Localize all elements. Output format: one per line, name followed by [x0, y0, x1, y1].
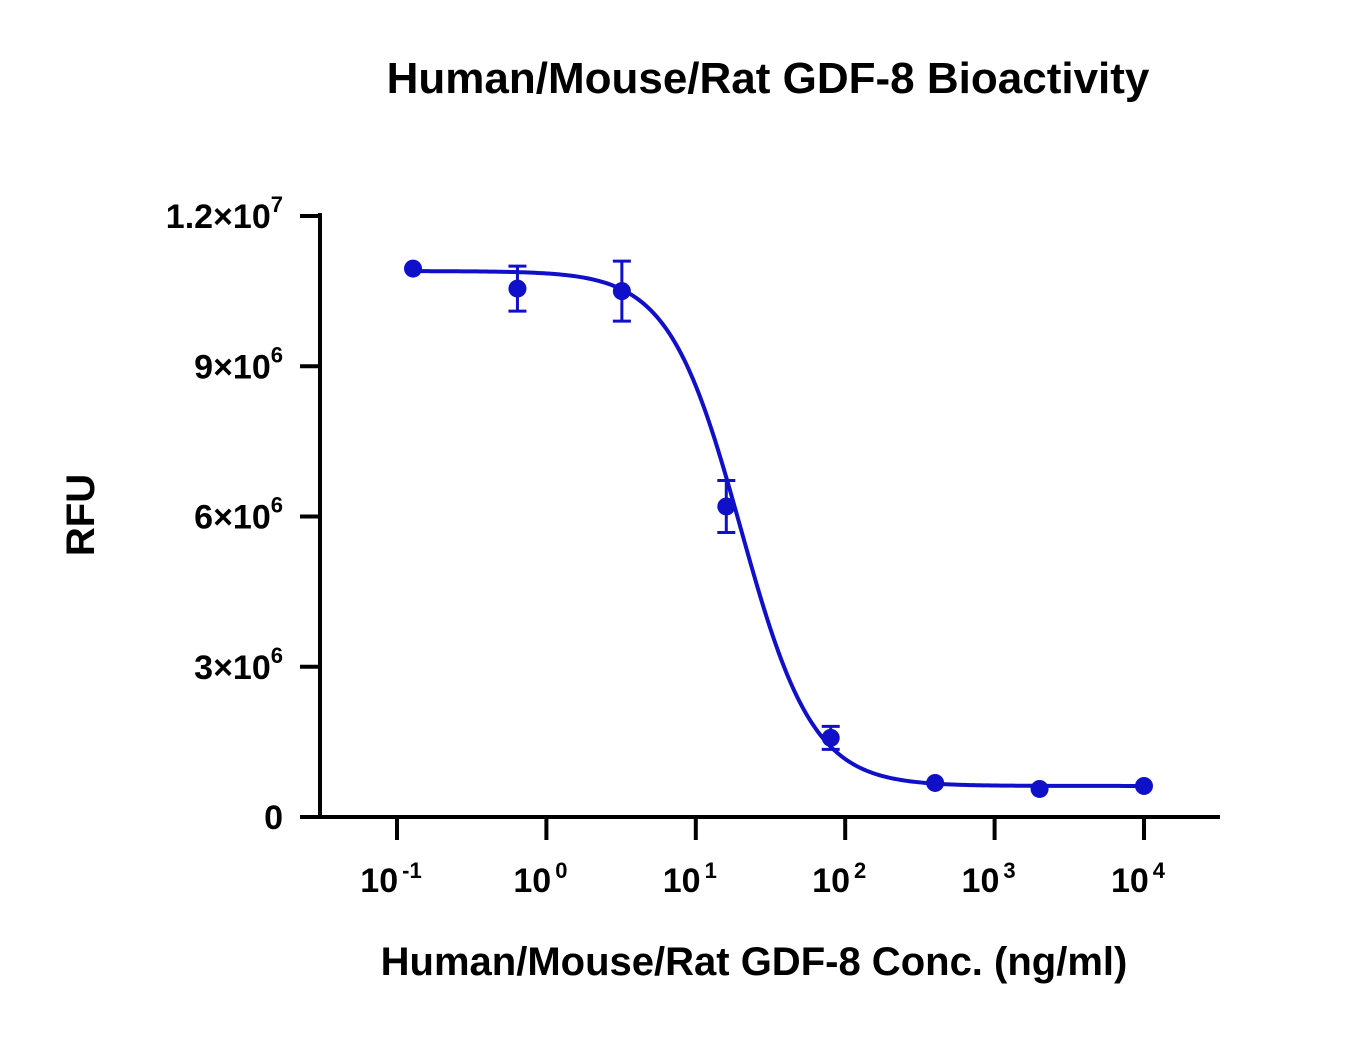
- x-tick-label: 10 -1: [360, 858, 421, 900]
- x-ticks: 10 -1 10 0 10 1 10 2 10 3 10 4: [360, 817, 1166, 900]
- x-tick-exponent: 1: [705, 858, 717, 883]
- x-tick-exponent: 3: [1003, 858, 1015, 883]
- data-point: [717, 497, 736, 516]
- x-tick-base: 10: [962, 862, 1000, 900]
- x-tick-label: 10 3: [962, 858, 1016, 900]
- x-tick-label: 10 1: [663, 858, 717, 900]
- y-tick-label: 0: [264, 799, 283, 837]
- data-point: [821, 728, 840, 747]
- x-tick-base: 10: [663, 862, 701, 900]
- data-point: [612, 282, 631, 301]
- data-point: [1030, 779, 1049, 798]
- y-tick-exponent: 7: [271, 192, 283, 217]
- x-tick-exponent: 2: [854, 858, 866, 883]
- y-tick-mantissa: 1.2×10: [166, 198, 271, 236]
- y-tick-label: 9×106: [194, 342, 283, 386]
- y-tick-mantissa: 6×10: [194, 499, 271, 537]
- x-tick-exponent: 0: [555, 858, 567, 883]
- x-tick-label: 10 4: [1111, 858, 1166, 900]
- y-tick-exponent: 6: [271, 342, 283, 367]
- y-tick-label: 3×106: [194, 643, 283, 687]
- axes: [318, 213, 1220, 819]
- y-tick-mantissa: 9×10: [194, 348, 271, 386]
- data-point: [508, 279, 527, 298]
- x-tick-base: 10: [360, 862, 398, 900]
- fit-curve: [413, 269, 1144, 788]
- x-tick-label: 10 0: [513, 858, 567, 900]
- x-tick-base: 10: [1111, 862, 1149, 900]
- data-point: [926, 773, 945, 792]
- y-tick-mantissa: 3×10: [194, 649, 271, 687]
- y-tick-exponent: 6: [271, 643, 283, 668]
- data-point: [404, 259, 423, 278]
- y-tick-label: 6×106: [194, 493, 283, 537]
- x-tick-base: 10: [812, 862, 850, 900]
- x-axis-label: Human/Mouse/Rat GDF-8 Conc. (ng/ml): [381, 940, 1128, 984]
- error-bars: [508, 259, 840, 751]
- x-tick-exponent: -1: [402, 858, 422, 883]
- data-points: [404, 259, 1153, 798]
- x-tick-label: 10 2: [812, 858, 866, 900]
- x-tick-exponent: 4: [1153, 858, 1166, 883]
- y-axis-label: RFU: [59, 474, 103, 556]
- y-tick-label: 1.2×107: [166, 192, 283, 236]
- series-layer: [404, 259, 1153, 798]
- data-point: [1135, 776, 1153, 795]
- chart-title: Human/Mouse/Rat GDF-8 Bioactivity: [387, 54, 1150, 103]
- x-tick-base: 10: [513, 862, 551, 900]
- y-tick-exponent: 6: [271, 493, 283, 518]
